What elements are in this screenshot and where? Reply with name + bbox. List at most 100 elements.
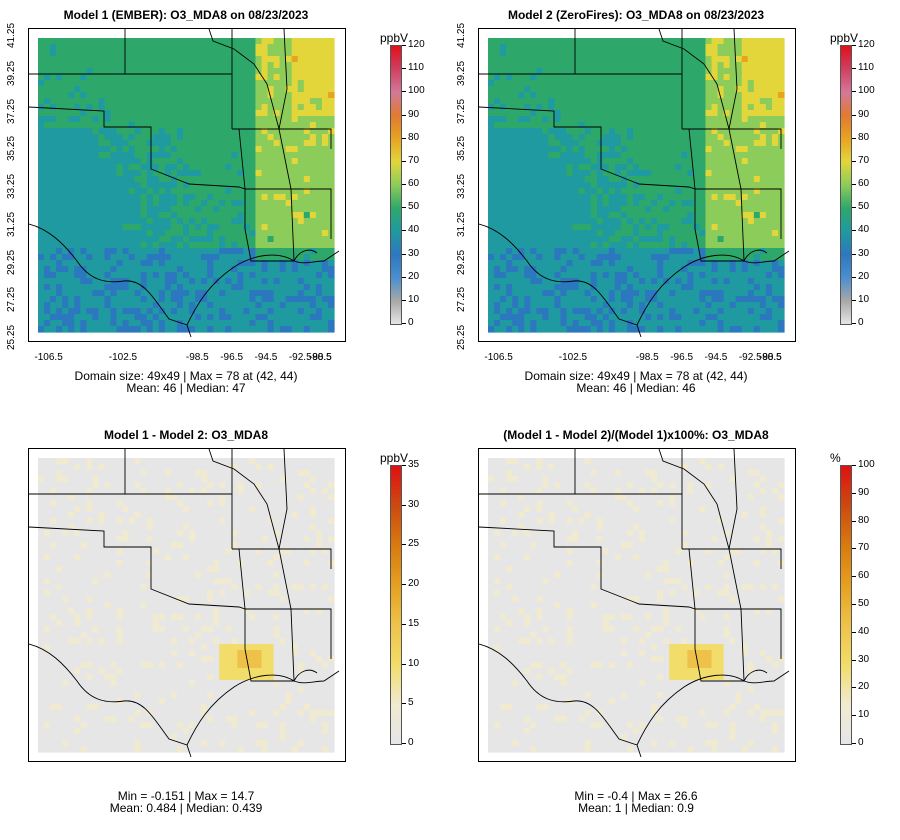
grid-cell xyxy=(741,260,749,267)
grid-cell xyxy=(152,212,160,219)
grid-cell xyxy=(140,200,148,207)
grid-cell xyxy=(176,248,184,255)
grid-cell xyxy=(681,272,688,279)
grid-cell xyxy=(44,308,51,315)
grid-cell xyxy=(110,80,118,87)
grid-cell xyxy=(279,176,287,183)
grid-cell xyxy=(56,122,63,129)
grid-cell xyxy=(176,194,184,201)
grid-cell xyxy=(596,194,604,201)
grid-cell xyxy=(56,272,63,279)
grid-cell xyxy=(321,464,329,471)
grid-cell xyxy=(705,110,713,117)
grid-cell xyxy=(321,134,329,141)
grid-cell xyxy=(578,134,586,141)
grid-cell xyxy=(753,182,761,189)
grid-cell xyxy=(711,62,719,69)
grid-cell xyxy=(626,38,634,45)
grid-cell xyxy=(182,44,190,51)
grid-cell xyxy=(44,326,51,333)
grid-cell xyxy=(717,206,725,213)
grid-cell xyxy=(657,74,664,81)
grid-cell xyxy=(711,218,719,225)
grid-cell xyxy=(584,176,592,183)
grid-cell xyxy=(201,44,208,51)
grid-cell xyxy=(632,104,640,111)
grid-cell xyxy=(566,128,574,135)
grid-cell xyxy=(584,62,592,69)
grid-cell xyxy=(753,206,761,213)
grid-cell xyxy=(620,140,628,147)
grid-cell xyxy=(512,236,519,243)
grid-cell xyxy=(542,320,550,327)
grid-cell xyxy=(237,158,244,165)
grid-cell xyxy=(195,98,202,105)
grid-cell xyxy=(681,296,688,303)
grid-cell xyxy=(225,128,232,135)
grid-cell xyxy=(651,110,658,117)
grid-cell xyxy=(705,50,713,57)
grid-cell xyxy=(38,212,45,219)
grid-cell xyxy=(207,320,214,327)
grid-cell xyxy=(717,320,725,327)
grid-cell xyxy=(524,98,531,105)
grid-cell xyxy=(560,260,568,267)
grid-cell xyxy=(506,260,513,267)
grid-cell xyxy=(771,80,779,87)
grid-cell xyxy=(92,218,100,225)
grid-cell xyxy=(620,200,628,207)
grid-cell xyxy=(267,38,275,45)
grid-cell xyxy=(176,146,184,153)
grid-cell xyxy=(542,284,550,291)
grid-cell xyxy=(602,182,610,189)
grid-cell xyxy=(548,314,556,321)
grid-cell xyxy=(554,182,562,189)
grid-cell xyxy=(213,242,220,249)
grid-cell xyxy=(38,284,45,291)
grid-cell xyxy=(309,182,317,189)
grid-cell xyxy=(44,80,51,87)
state-boundary xyxy=(278,29,292,190)
grid-cell xyxy=(500,230,507,237)
grid-cell xyxy=(189,272,196,279)
grid-cell xyxy=(608,128,616,135)
grid-cell xyxy=(98,230,106,237)
grid-cell xyxy=(213,284,220,291)
grid-cell xyxy=(536,80,543,87)
grid-cell xyxy=(98,68,106,75)
grid-cell xyxy=(572,194,580,201)
grid-cell xyxy=(110,188,118,195)
grid-cell xyxy=(711,182,719,189)
grid-cell xyxy=(536,158,543,165)
grid-cell xyxy=(207,158,214,165)
grid-cell xyxy=(243,38,251,45)
grid-cell xyxy=(614,152,622,159)
grid-cell xyxy=(315,242,323,249)
grid-cell xyxy=(554,152,562,159)
grid-cell xyxy=(675,140,682,147)
grid-cell xyxy=(566,266,574,273)
grid-cell xyxy=(681,140,688,147)
grid-cell xyxy=(542,110,550,117)
grid-cell xyxy=(44,296,51,303)
grid-cell xyxy=(201,266,208,273)
grid-cell xyxy=(98,188,106,195)
grid-cell xyxy=(614,242,622,249)
grid-cell xyxy=(98,194,106,201)
grid-cell xyxy=(681,278,688,285)
grid-cell xyxy=(303,104,311,111)
grid-cell xyxy=(273,200,281,207)
grid-cell xyxy=(140,128,148,135)
grid-cell xyxy=(639,56,646,63)
grid-cell xyxy=(291,152,299,159)
grid-cell xyxy=(620,176,628,183)
grid-cell xyxy=(608,86,616,93)
grid-cell xyxy=(104,68,112,75)
grid-cell xyxy=(729,170,737,177)
grid-cell xyxy=(530,230,537,237)
grid-cell xyxy=(735,44,743,51)
grid-cell xyxy=(578,200,586,207)
grid-cell xyxy=(80,56,87,63)
grid-cell xyxy=(488,248,495,255)
grid-cell xyxy=(699,182,707,189)
